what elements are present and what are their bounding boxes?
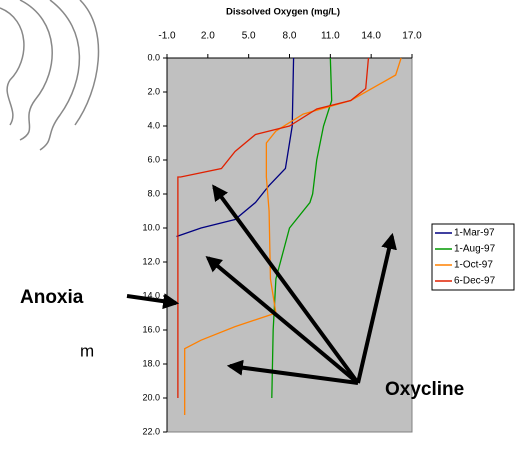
- series-line: [271, 57, 333, 399]
- y-tick-label: 18.0: [142, 358, 160, 368]
- y-tick-label: 8.0: [147, 188, 160, 198]
- annotation: Oxycline: [385, 379, 464, 400]
- plot-area: [166, 57, 413, 433]
- y-tick-label: 14.0: [142, 290, 160, 300]
- arrow: [205, 255, 360, 385]
- legend: 1-Mar-97 1-Aug-97 1-Oct-97 6-Dec-97: [431, 223, 515, 291]
- x-tick-label: 14.0: [361, 31, 381, 42]
- legend-label: 1-Mar-97: [454, 228, 495, 239]
- y-tick-label: 20.0: [142, 392, 160, 402]
- y-tick-label: 22.0: [142, 426, 160, 436]
- arrow: [226, 359, 359, 385]
- legend-box: [431, 223, 515, 291]
- annotation: Anoxia: [20, 287, 84, 308]
- y-tick-label: 0.0: [147, 52, 160, 62]
- arrow: [356, 232, 397, 384]
- x-tick-label: 8.0: [283, 31, 297, 42]
- y-tick-label: 6.0: [147, 154, 160, 164]
- series-line: [176, 57, 295, 238]
- legend-label: 1-Aug-97: [454, 244, 496, 255]
- annotation: m: [80, 341, 94, 360]
- legend-label: 6-Dec-97: [454, 276, 496, 287]
- y-tick-label: 12.0: [142, 256, 160, 266]
- x-tick-label: -1.0: [158, 31, 176, 42]
- sketch-contours: [0, 0, 100, 151]
- x-tick-label: 5.0: [242, 31, 256, 42]
- arrows: [126, 184, 397, 385]
- arrow: [126, 293, 180, 310]
- x-tick-label: 2.0: [201, 31, 215, 42]
- y-tick-label: 2.0: [147, 86, 160, 96]
- y-tick-label: 4.0: [147, 120, 160, 130]
- arrow: [212, 184, 360, 385]
- x-tick-label: 11.0: [321, 31, 340, 42]
- x-tick-label: 17.0: [402, 31, 422, 42]
- series-line: [177, 57, 370, 398]
- y-tick-label: 10.0: [142, 222, 160, 232]
- chart-title: Dissolved Oxygen (mg/L): [226, 7, 340, 18]
- y-tick-label: 16.0: [142, 324, 160, 334]
- legend-label: 1-Oct-97: [454, 260, 493, 271]
